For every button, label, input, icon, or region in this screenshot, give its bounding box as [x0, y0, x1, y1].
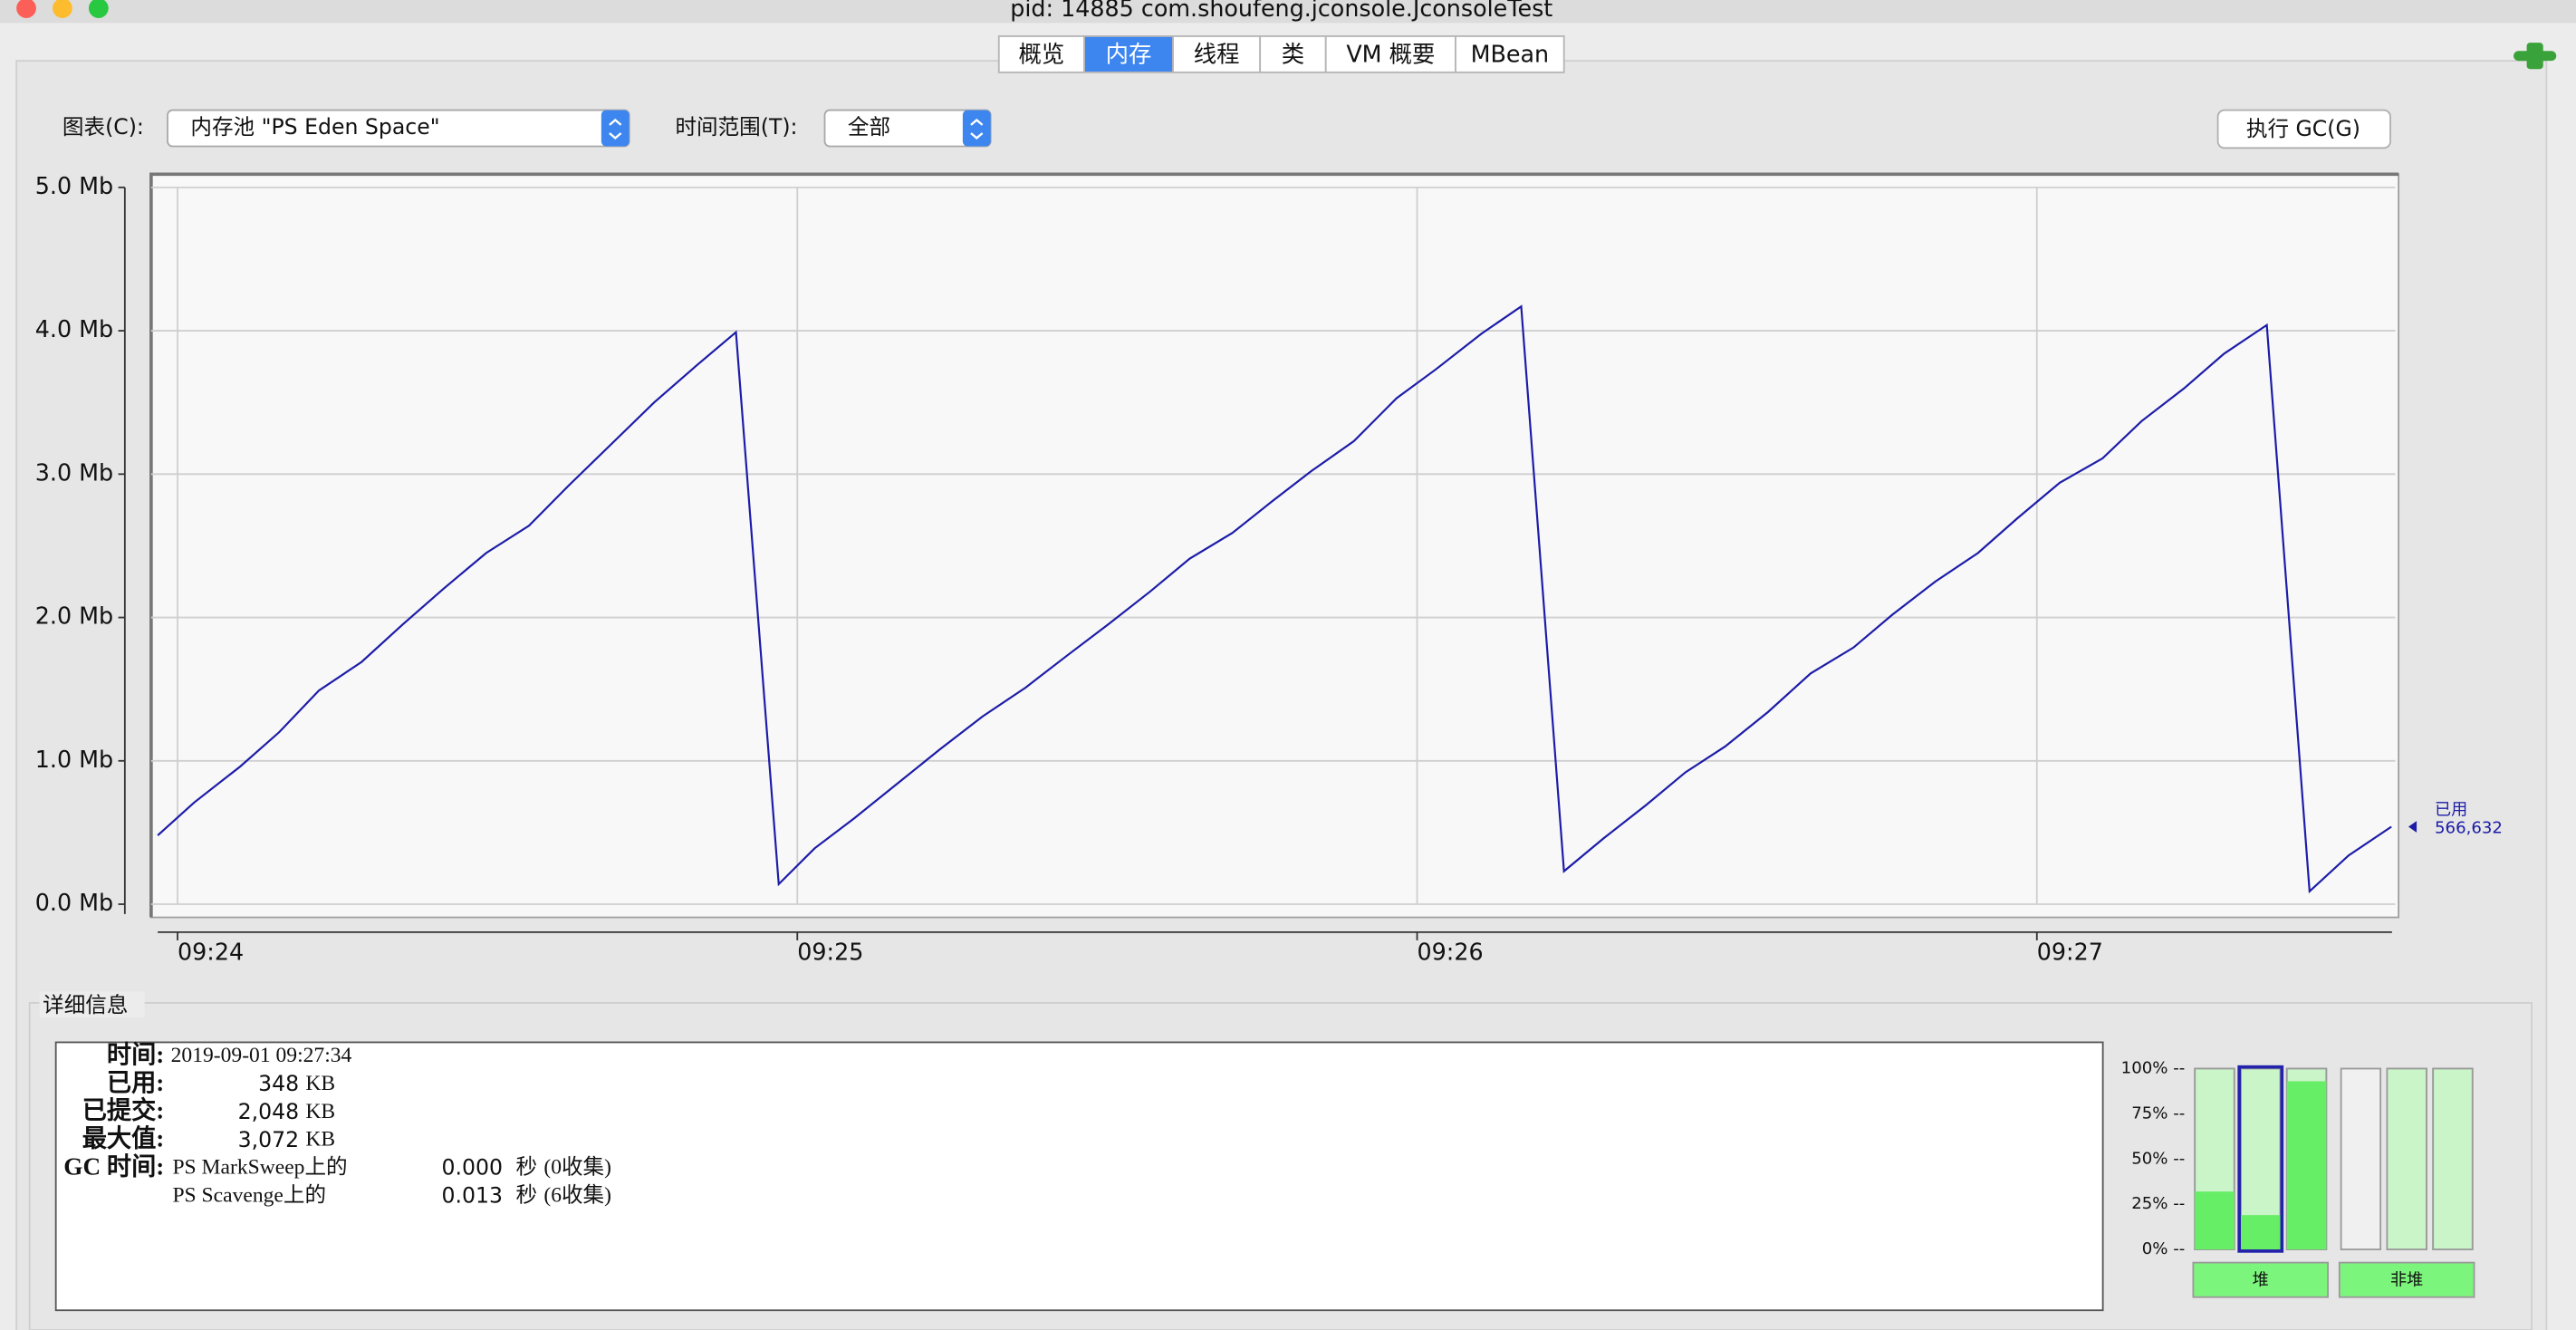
gc-time: 0.013 [442, 1183, 503, 1209]
gc-count: (6收集) [543, 1182, 611, 1207]
detail-unit: KB [305, 1128, 335, 1152]
meter-used [2286, 1081, 2327, 1250]
gc-button-label: 执行 GC(G) [2246, 116, 2360, 141]
detail-label: 最大值: [82, 1124, 165, 1152]
connection-icon [2514, 43, 2557, 70]
y-tick-label: 0.0 Mb [35, 889, 113, 916]
meter-group-label: 非堆 [2390, 1271, 2423, 1290]
chart-label: 图表(C): [62, 114, 144, 140]
tab[interactable] [1259, 35, 1327, 73]
meter-selection [2237, 1065, 2284, 1253]
tab[interactable] [1324, 35, 1456, 73]
gc-count: (0收集) [543, 1155, 611, 1180]
meter-group-label: 堆 [2253, 1271, 2269, 1290]
tab[interactable] [1172, 35, 1262, 73]
range-select-stepper[interactable] [962, 110, 991, 147]
window-title: pid: 14885 com.shoufeng.jconsole.Jconsol… [1010, 0, 1552, 22]
y-tick-label: 4.0 Mb [35, 315, 113, 342]
y-tick-label: 5.0 Mb [35, 172, 113, 199]
tab-bar: 概览 内存 线程 类 VM 概要 MBean [997, 35, 1565, 73]
x-tick-label: 09:25 [797, 938, 863, 965]
range-select-value: 全部 [848, 114, 890, 140]
gc-collector: PS Scavenge上的 [172, 1182, 326, 1207]
memory-meters: 100% -- 75% -- 50% -- 25% -- 0% -- 堆 非堆 [2121, 1058, 2475, 1298]
meter-committed [2386, 1067, 2427, 1250]
detail-value: 3,072 [238, 1127, 299, 1152]
plot-frame [149, 173, 2400, 919]
tab-label: 概览 [1019, 41, 1065, 68]
meter-committed [2432, 1067, 2474, 1250]
detail-value: 348 [258, 1071, 299, 1096]
detail-label: 已用: [107, 1069, 164, 1096]
stepper-arrows [609, 118, 622, 140]
x-tick-label: 09:27 [2037, 938, 2103, 965]
y-tick-label: 3.0 Mb [35, 458, 113, 486]
meter-tick-label: 75% -- [2131, 1104, 2185, 1123]
meter-used [2195, 1191, 2235, 1250]
details-group [28, 1001, 2533, 1330]
tab[interactable] [997, 35, 1085, 73]
gc-unit: 秒 [516, 1155, 538, 1180]
gc-time: 0.000 [442, 1155, 503, 1181]
meter-group-button[interactable] [2338, 1261, 2475, 1298]
chart-select-value: 内存池 "PS Eden Space" [190, 114, 439, 140]
x-tick-label: 09:26 [1418, 938, 1484, 965]
current-marker [2408, 821, 2417, 833]
gc-collector: PS MarkSweep上的 [172, 1155, 347, 1180]
tab-label: MBean [1471, 41, 1550, 68]
detail-label: 时间: [107, 1041, 164, 1068]
plot-frame-shade [149, 172, 2399, 918]
detail-value: 2019-09-01 09:27:34 [171, 1044, 352, 1067]
gc-unit: 秒 [516, 1182, 538, 1207]
y-tick-label: 2.0 Mb [35, 602, 113, 630]
zoom-button[interactable] [88, 0, 109, 18]
meter-tick-label: 25% -- [2131, 1194, 2185, 1213]
tab-label: 内存 [1106, 41, 1152, 68]
x-tick-label: 09:24 [178, 938, 244, 965]
detail-label: GC 时间: [63, 1152, 164, 1180]
meter-group-button[interactable] [2192, 1261, 2330, 1298]
detail-unit: KB [305, 1072, 335, 1095]
meter-tick-label: 100% -- [2121, 1058, 2186, 1077]
tab-label: 类 [1282, 41, 1304, 68]
detail-label: 已提交: [82, 1096, 165, 1124]
series-line [157, 304, 2392, 894]
details-title-bg [39, 991, 145, 1018]
value-label: 566,632 [2435, 818, 2503, 837]
tab[interactable] [1455, 35, 1565, 73]
title-bar [0, 0, 2576, 24]
details-title: 详细信息 [43, 992, 128, 1017]
meter-bar-frame [2340, 1067, 2382, 1250]
meter-tick-label: 50% -- [2131, 1149, 2185, 1168]
meter-used [2240, 1215, 2281, 1250]
close-button[interactable] [16, 0, 36, 18]
minimize-button[interactable] [53, 0, 72, 18]
detail-unit: KB [305, 1100, 335, 1123]
legend-label: 已用 [2435, 800, 2467, 819]
stepper-arrows [970, 118, 984, 140]
tab-label: 线程 [1194, 41, 1240, 68]
gc-button[interactable] [2216, 109, 2391, 149]
chart-select-stepper[interactable] [601, 110, 630, 147]
chart: 0.0 Mb 1.0 Mb 2.0 Mb 3.0 Mb 4.0 Mb 5.0 Mb 09:2… [35, 172, 2503, 966]
meter-tick-label: 0% -- [2142, 1239, 2186, 1258]
tab-label: VM 概要 [1346, 41, 1435, 68]
details-panel [54, 1041, 2104, 1312]
y-tick-label: 1.0 Mb [35, 746, 113, 773]
detail-value: 2,048 [238, 1099, 299, 1124]
range-label: 时间范围(T): [675, 114, 797, 140]
